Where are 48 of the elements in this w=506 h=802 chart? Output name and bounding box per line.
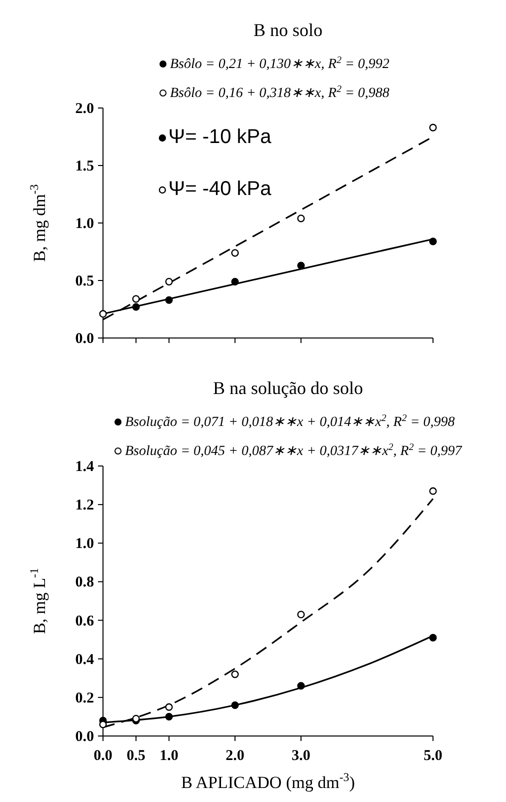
legend-label: Ψ= -40 kPa: [168, 178, 272, 200]
point: [231, 278, 239, 286]
x-tick-label: 3.0: [292, 748, 310, 764]
point: [231, 701, 239, 709]
chart-title: B no solo: [253, 20, 323, 40]
point: [165, 712, 173, 721]
point: [429, 238, 437, 246]
y-tick-label: 0.2: [75, 690, 94, 706]
point: [99, 310, 107, 318]
y-tick-label: 1.0: [75, 536, 94, 552]
legend-label: Ψ= -10 kPa: [168, 126, 272, 148]
x-axis-title: B APLICADO (mg dm$^{-3}$): [181, 770, 355, 792]
point: [297, 262, 305, 270]
y-tick-label: 1.2: [75, 498, 94, 514]
text: Bsolução = 0,045 + 0,087∗∗x + 0,0317∗∗x$^{2}$, R$^{2}$ = 0,997: [125, 442, 463, 459]
y-tick-label: 1.0: [75, 216, 94, 232]
text: Bsolução = 0,071 + 0,018∗∗x + 0,014∗∗x$^{2}$, R$^{2}$ = 0,998: [125, 412, 455, 430]
y-tick-label: 0.4: [75, 652, 94, 668]
point: [231, 670, 239, 678]
point: [165, 278, 173, 286]
point: [297, 214, 305, 222]
chart-title: B na solução do solo: [213, 378, 363, 398]
text: Bsôlo = 0,21 + 0,130∗∗x, R$^{2}$ = 0,992: [170, 54, 390, 72]
y-tick-label: 0.6: [75, 613, 94, 630]
point: [132, 295, 140, 303]
x-tick-label: 1.0: [160, 748, 178, 764]
y-tick-label: 0.8: [75, 574, 94, 591]
y-tick-label: 2.0: [75, 101, 94, 117]
point: [165, 296, 173, 304]
point: [429, 634, 437, 642]
x-tick-label: 5.0: [424, 748, 442, 764]
point: [429, 124, 437, 132]
y-tick-label: 0.0: [75, 331, 94, 347]
point: [99, 720, 107, 728]
text: Bsôlo = 0,16 + 0,318∗∗x, R$^{2}$ = 0,988: [170, 84, 390, 101]
point: [297, 610, 305, 618]
x-tick-label: 0.5: [126, 748, 146, 764]
x-tick-label: 0.0: [94, 748, 112, 764]
point: [429, 487, 437, 495]
x-tick-label: 2.0: [226, 748, 244, 764]
point: [231, 249, 239, 257]
y-tick-label: 0.5: [75, 274, 94, 290]
y-tick-label: 1.5: [75, 158, 94, 174]
point: [297, 682, 305, 690]
y-tick-label: 1.4: [75, 459, 94, 475]
point: [132, 303, 140, 311]
point: [165, 703, 173, 711]
y-tick-label: 0.0: [75, 729, 94, 745]
